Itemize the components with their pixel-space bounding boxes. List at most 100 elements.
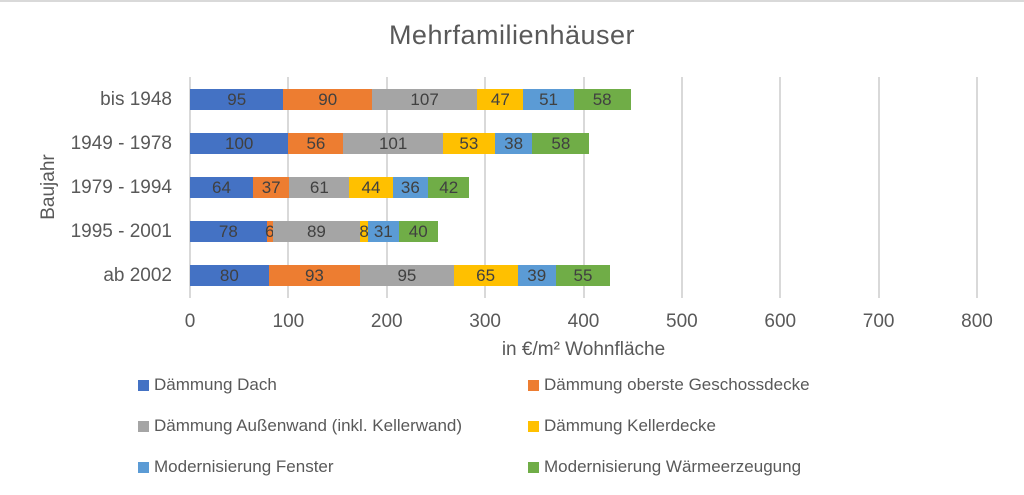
- legend-item: Dämmung Dach: [138, 374, 528, 396]
- bar-segment: 44: [349, 177, 393, 198]
- bar-segment: 93: [268, 264, 361, 286]
- legend: Dämmung Dach Dämmung oberste Geschossdeck…: [138, 374, 810, 478]
- legend-label: Dämmung Dach: [154, 375, 277, 394]
- gridline-500: [680, 77, 683, 298]
- bar-segment: 40: [398, 220, 438, 242]
- bar-data-label: 37: [261, 178, 281, 197]
- legend-swatch-icon: [138, 461, 149, 473]
- legend-swatch-icon: [528, 420, 539, 432]
- x-tick-label-400: 400: [567, 311, 600, 332]
- bar-data-label: 42: [439, 178, 459, 197]
- bar-segment: 47: [477, 89, 524, 111]
- bar-data-label: 39: [527, 265, 547, 285]
- bar-data-label: 44: [361, 178, 381, 197]
- bar-data-label: 101: [378, 134, 408, 154]
- bar-segment: 100: [190, 133, 289, 155]
- bar-data-label: 65: [476, 265, 496, 285]
- legend-item: Modernisierung Fenster: [138, 456, 528, 478]
- x-tick-label-200: 200: [370, 311, 403, 332]
- bar-data-label: 95: [227, 90, 247, 110]
- bar-segment: 31: [368, 220, 399, 242]
- bar-segment: 51: [523, 89, 574, 111]
- bar-segment: 80: [190, 264, 269, 286]
- chart-title: Mehrfamilienhäuser: [388, 20, 636, 50]
- x-tick-label-0: 0: [184, 311, 196, 332]
- bar-segment: 89: [272, 220, 361, 242]
- bar-data-label: 61: [309, 178, 329, 197]
- legend-item: Dämmung Kellerdecke: [528, 415, 810, 437]
- gridline-400: [582, 77, 585, 298]
- y-category-label: 1979 - 1994: [70, 177, 172, 198]
- x-tick-label-700: 700: [862, 311, 895, 332]
- bar-segment: 39: [517, 264, 556, 286]
- bar-segment: 58: [573, 89, 631, 111]
- y-category-label: 1949 - 1978: [70, 133, 172, 155]
- gridline-300: [484, 77, 487, 298]
- bar-segment: 101: [343, 133, 443, 155]
- bar-data-label: 6: [264, 221, 275, 241]
- legend-item: Dämmung Außenwand (inkl. Kellerwand): [138, 415, 528, 437]
- gridline-700: [877, 77, 880, 298]
- bar-data-label: 93: [304, 265, 324, 285]
- y-axis-title: Baujahr: [38, 154, 59, 220]
- bar-data-label: 38: [504, 134, 524, 154]
- bar-segment: 38: [494, 133, 533, 155]
- bar-data-label: 56: [306, 134, 326, 154]
- legend-item: Modernisierung Wärmeerzeugung: [528, 456, 810, 478]
- bar-segment: 6: [264, 220, 275, 242]
- legend-label: Dämmung Kellerdecke: [544, 416, 716, 435]
- bar-data-label: 80: [219, 265, 239, 285]
- bar-data-label: 8: [359, 221, 369, 241]
- bar-segment: 64: [190, 177, 253, 198]
- bar-segment: 42: [428, 177, 470, 198]
- bar-data-label: 78: [218, 221, 238, 241]
- bar-segment: 107: [371, 89, 478, 111]
- bar-data-label: 36: [400, 178, 420, 197]
- bar-segment: 90: [283, 89, 372, 111]
- gridline-600: [779, 77, 782, 298]
- x-tick-label-100: 100: [272, 311, 305, 332]
- bar-segment: 95: [360, 264, 454, 286]
- bar-data-label: 58: [551, 134, 571, 154]
- bar-segment: 56: [288, 133, 344, 155]
- x-tick-label-500: 500: [666, 311, 698, 332]
- bar-data-label: 40: [408, 221, 428, 241]
- bar-data-label: 90: [318, 90, 338, 110]
- bar-segment: 55: [555, 264, 611, 286]
- bar-data-label: 64: [212, 178, 231, 197]
- legend-label: Modernisierung Wärmeerzeugung: [544, 457, 802, 476]
- bar-data-label: 51: [539, 90, 559, 110]
- bar-segment: 8: [359, 220, 369, 242]
- bar-data-label: 55: [573, 265, 593, 285]
- gridline-800: [976, 77, 978, 298]
- bar-data-label: 100: [225, 134, 254, 154]
- legend-swatch-icon: [138, 420, 149, 432]
- bar-data-label: 89: [306, 221, 326, 241]
- bar-data-label: 95: [397, 265, 417, 285]
- bar-segment: 53: [442, 133, 495, 155]
- legend-label: Dämmung Außenwand (inkl. Kellerwand): [154, 416, 463, 435]
- x-tick-label-800: 800: [961, 311, 993, 332]
- legend-swatch-icon: [528, 379, 539, 391]
- legend-swatch-icon: [138, 379, 149, 391]
- bar-data-label: 53: [459, 134, 479, 154]
- bar-data-label: 107: [410, 90, 439, 110]
- legend-swatch-icon: [528, 461, 539, 473]
- bar-segment: 61: [289, 177, 350, 198]
- x-tick-label-600: 600: [764, 311, 797, 332]
- bar-segment: 65: [453, 264, 518, 286]
- y-category-label: 1995 - 2001: [70, 220, 172, 242]
- chart-top-border: [0, 0, 1024, 2]
- bar-segment: 78: [190, 220, 267, 242]
- legend-label: Modernisierung Fenster: [154, 457, 334, 476]
- bar-segment: 58: [532, 133, 590, 155]
- bar-segment: 95: [190, 89, 284, 111]
- bar-data-label: 31: [373, 221, 393, 241]
- bar-segment: 37: [252, 177, 290, 198]
- x-axis-title: in €/m² Wohnfläche: [501, 339, 666, 360]
- y-category-label: bis 1948: [100, 89, 172, 111]
- bar-segment: 36: [392, 177, 429, 198]
- x-tick-label-300: 300: [469, 311, 501, 332]
- bar-data-label: 58: [592, 90, 612, 110]
- legend-label: Dämmung oberste Geschossdecke: [544, 375, 810, 394]
